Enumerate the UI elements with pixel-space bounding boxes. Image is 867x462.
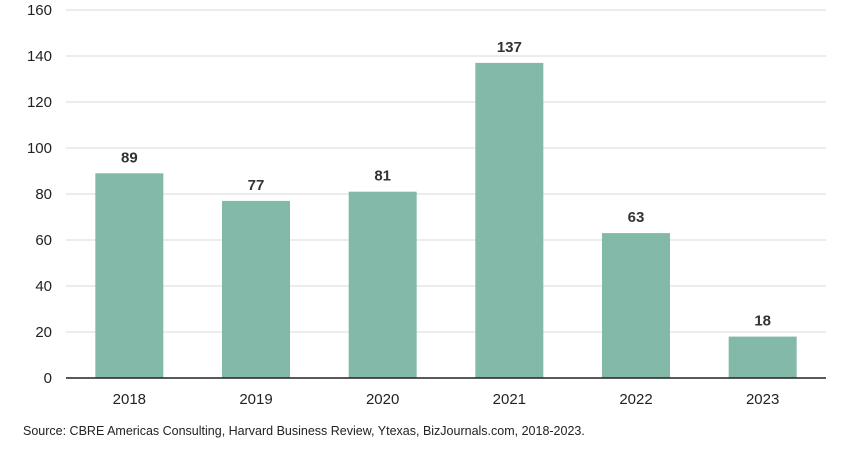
- bars: [95, 62, 797, 379]
- y-tick-label: 160: [27, 2, 52, 19]
- data-label: 63: [628, 209, 645, 226]
- x-tick-label: 2021: [493, 391, 526, 408]
- y-tick-label: 40: [35, 278, 52, 295]
- data-label: 77: [248, 177, 265, 194]
- data-labels: 89 77 81 137 63 18: [121, 39, 771, 330]
- bar-2018: [95, 173, 164, 378]
- data-label: 89: [121, 149, 138, 166]
- y-tick-label: 120: [27, 94, 52, 111]
- bar-2020: [348, 191, 417, 378]
- data-label: 137: [497, 39, 522, 56]
- y-axis-ticks: 0 20 40 60 80 100 120 140 160: [27, 2, 52, 387]
- y-tick-label: 60: [35, 232, 52, 249]
- x-axis-ticks: 2018 2019 2020 2021 2022 2023: [113, 391, 780, 408]
- x-tick-label: 2022: [619, 391, 652, 408]
- x-tick-label: 2019: [239, 391, 272, 408]
- data-label: 81: [374, 168, 391, 185]
- bar-chart: 89 77 81 137 63 18 0 20 40 60 80 100 120 140 160 2018…: [27, 2, 826, 408]
- bar-2023: [728, 336, 797, 378]
- bar-2019: [222, 200, 290, 378]
- x-tick-label: 2020: [366, 391, 399, 408]
- y-tick-label: 140: [27, 48, 52, 65]
- x-tick-label: 2023: [746, 391, 779, 408]
- source-note: Source: CBRE Americas Consulting, Harvar…: [23, 424, 585, 438]
- gridlines: [66, 9, 826, 333]
- y-tick-label: 0: [44, 370, 52, 387]
- data-label: 18: [754, 313, 771, 330]
- y-tick-label: 20: [35, 324, 52, 341]
- y-tick-label: 80: [35, 186, 52, 203]
- y-tick-label: 100: [27, 140, 52, 157]
- bar-2021: [475, 62, 544, 379]
- x-tick-label: 2018: [113, 391, 146, 408]
- bar-2022: [602, 233, 670, 378]
